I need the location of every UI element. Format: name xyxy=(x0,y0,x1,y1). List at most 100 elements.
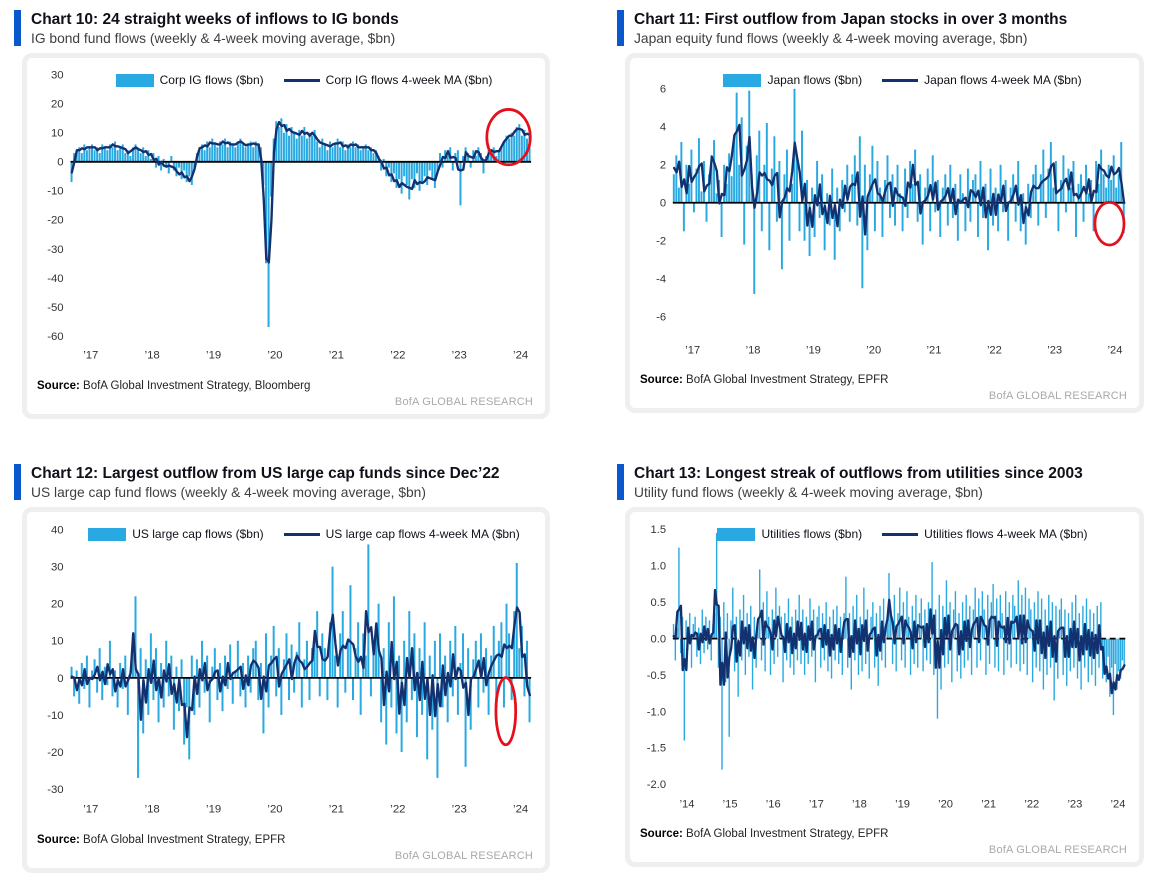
title-accent-bar xyxy=(14,464,21,501)
svg-text:’24: ’24 xyxy=(513,804,528,816)
chart-panel-11: Chart 11: First outflow from Japan stock… xyxy=(575,0,1150,443)
svg-text:10: 10 xyxy=(51,636,64,648)
chart-card: Corp IG flows ($bn) Corp IG flows 4-week… xyxy=(22,53,550,419)
svg-text:’23: ’23 xyxy=(1067,799,1082,811)
svg-text:30: 30 xyxy=(51,562,64,574)
source-line: Source: BofA Global Investment Strategy,… xyxy=(634,828,1135,840)
svg-text:-10: -10 xyxy=(47,186,63,198)
svg-text:20: 20 xyxy=(51,99,64,111)
svg-text:6: 6 xyxy=(660,84,666,96)
chart-subtitle: US large cap fund flows (weekly & 4-week… xyxy=(31,485,426,501)
highlight-ellipse xyxy=(1093,201,1126,247)
source-text: BofA Global Investment Strategy, EPFR xyxy=(686,374,889,387)
title-accent-bar xyxy=(617,10,624,47)
svg-text:-2: -2 xyxy=(656,236,666,248)
svg-text:-30: -30 xyxy=(47,784,63,796)
svg-text:1.5: 1.5 xyxy=(651,525,667,537)
source-label: Source: xyxy=(640,828,683,841)
chart-plot: 1.5 1.0 0.5 0.0 -0.5 -1.0 -1.5 -2.0 ’14 ’15 ’16 ’17… xyxy=(647,525,1126,811)
svg-text:’17: ’17 xyxy=(809,799,824,811)
highlight-ellipse xyxy=(494,676,518,747)
svg-text:’23: ’23 xyxy=(452,350,467,362)
svg-text:’19: ’19 xyxy=(206,804,221,816)
svg-text:’24: ’24 xyxy=(1111,799,1126,811)
svg-text:’16: ’16 xyxy=(766,799,781,811)
svg-text:’20: ’20 xyxy=(267,350,282,362)
chart-title: Chart 10: 24 straight weeks of inflows t… xyxy=(31,11,399,28)
svg-text:0: 0 xyxy=(57,673,63,685)
svg-text:’22: ’22 xyxy=(1024,799,1039,811)
svg-text:-4: -4 xyxy=(656,274,666,286)
chart-subtitle: Japan equity fund flows (weekly & 4-week… xyxy=(634,31,1028,47)
svg-text:40: 40 xyxy=(51,525,64,537)
chart-subtitle: Utility fund flows (weekly & 4-week movi… xyxy=(634,485,983,501)
svg-text:30: 30 xyxy=(51,70,64,82)
source-line: Source: BofA Global Investment Strategy,… xyxy=(31,380,541,392)
chart-panel-12: Chart 12: Largest outflow from US large … xyxy=(0,443,575,886)
svg-text:’18: ’18 xyxy=(852,799,867,811)
svg-text:10: 10 xyxy=(51,128,64,140)
svg-text:-6: -6 xyxy=(656,312,666,324)
svg-text:0: 0 xyxy=(57,157,63,169)
chart-card: Japan flows ($bn) Japan flows 4-week MA … xyxy=(625,53,1144,414)
svg-text:0: 0 xyxy=(660,198,666,210)
chart-subtitle: IG bond fund flows (weekly & 4-week movi… xyxy=(31,31,396,47)
svg-text:0.5: 0.5 xyxy=(651,597,667,609)
svg-text:0.0: 0.0 xyxy=(651,634,667,646)
svg-text:-1.5: -1.5 xyxy=(647,743,666,755)
svg-text:-0.5: -0.5 xyxy=(647,670,666,682)
source-text: BofA Global Investment Strategy, EPFR xyxy=(83,833,286,846)
svg-text:’18: ’18 xyxy=(145,804,160,816)
chart-header: Chart 12: Largest outflow from US large … xyxy=(14,464,575,501)
chart-plot: 6 4 2 0 -2 -4 -6 ’17 ’18 ’19 ’20 ’21 ’22 ’23 ’24 xyxy=(656,84,1126,357)
svg-text:’22: ’22 xyxy=(390,804,405,816)
chart-title: Chart 13: Longest streak of outflows fro… xyxy=(634,465,1083,482)
svg-text:’21: ’21 xyxy=(927,345,942,357)
svg-text:’19: ’19 xyxy=(206,350,221,362)
highlight-ellipse xyxy=(485,108,532,167)
svg-text:’24: ’24 xyxy=(1108,345,1123,357)
svg-text:-1.0: -1.0 xyxy=(647,707,666,719)
svg-text:’18: ’18 xyxy=(746,345,761,357)
chart-card: US large cap flows ($bn) US large cap fl… xyxy=(22,507,550,873)
svg-text:’21: ’21 xyxy=(981,799,996,811)
svg-text:’17: ’17 xyxy=(83,350,98,362)
chart-plot: 30 20 10 0 -10 -20 -30 -40 -50 -60 ’17 ’18 ’19 ’20 ’21… xyxy=(47,70,532,362)
svg-text:’15: ’15 xyxy=(723,799,738,811)
svg-text:-20: -20 xyxy=(47,747,63,759)
research-watermark: BofA GLOBAL RESEARCH xyxy=(988,844,1127,857)
svg-text:’14: ’14 xyxy=(680,799,695,811)
svg-text:’20: ’20 xyxy=(866,345,881,357)
source-label: Source: xyxy=(640,374,683,387)
svg-text:1.0: 1.0 xyxy=(651,561,667,573)
title-accent-bar xyxy=(617,464,624,501)
source-line: Source: BofA Global Investment Strategy,… xyxy=(634,374,1135,386)
svg-text:’21: ’21 xyxy=(329,350,344,362)
svg-text:’19: ’19 xyxy=(895,799,910,811)
source-text: BofA Global Investment Strategy, EPFR xyxy=(686,828,889,841)
svg-text:’22: ’22 xyxy=(390,350,405,362)
source-label: Source: xyxy=(37,833,80,846)
svg-text:’20: ’20 xyxy=(938,799,953,811)
svg-text:-2.0: -2.0 xyxy=(647,779,666,791)
chart-card: Utilities flows ($bn) Utilities flows 4-… xyxy=(625,507,1144,868)
svg-text:’20: ’20 xyxy=(267,804,282,816)
source-line: Source: BofA Global Investment Strategy,… xyxy=(31,834,541,846)
svg-text:’23: ’23 xyxy=(1047,345,1062,357)
svg-text:-40: -40 xyxy=(47,273,63,285)
title-accent-bar xyxy=(14,10,21,47)
svg-text:2: 2 xyxy=(660,160,666,172)
research-watermark: BofA GLOBAL RESEARCH xyxy=(394,849,533,862)
research-watermark: BofA GLOBAL RESEARCH xyxy=(394,395,533,408)
svg-text:4: 4 xyxy=(660,122,666,134)
svg-text:’17: ’17 xyxy=(83,804,98,816)
svg-text:-30: -30 xyxy=(47,244,63,256)
svg-text:-20: -20 xyxy=(47,215,63,227)
source-label: Source: xyxy=(37,379,80,392)
svg-text:’22: ’22 xyxy=(987,345,1002,357)
svg-text:-60: -60 xyxy=(47,331,63,343)
svg-text:’24: ’24 xyxy=(513,350,528,362)
research-watermark: BofA GLOBAL RESEARCH xyxy=(988,390,1127,403)
chart-title: Chart 12: Largest outflow from US large … xyxy=(31,465,500,482)
